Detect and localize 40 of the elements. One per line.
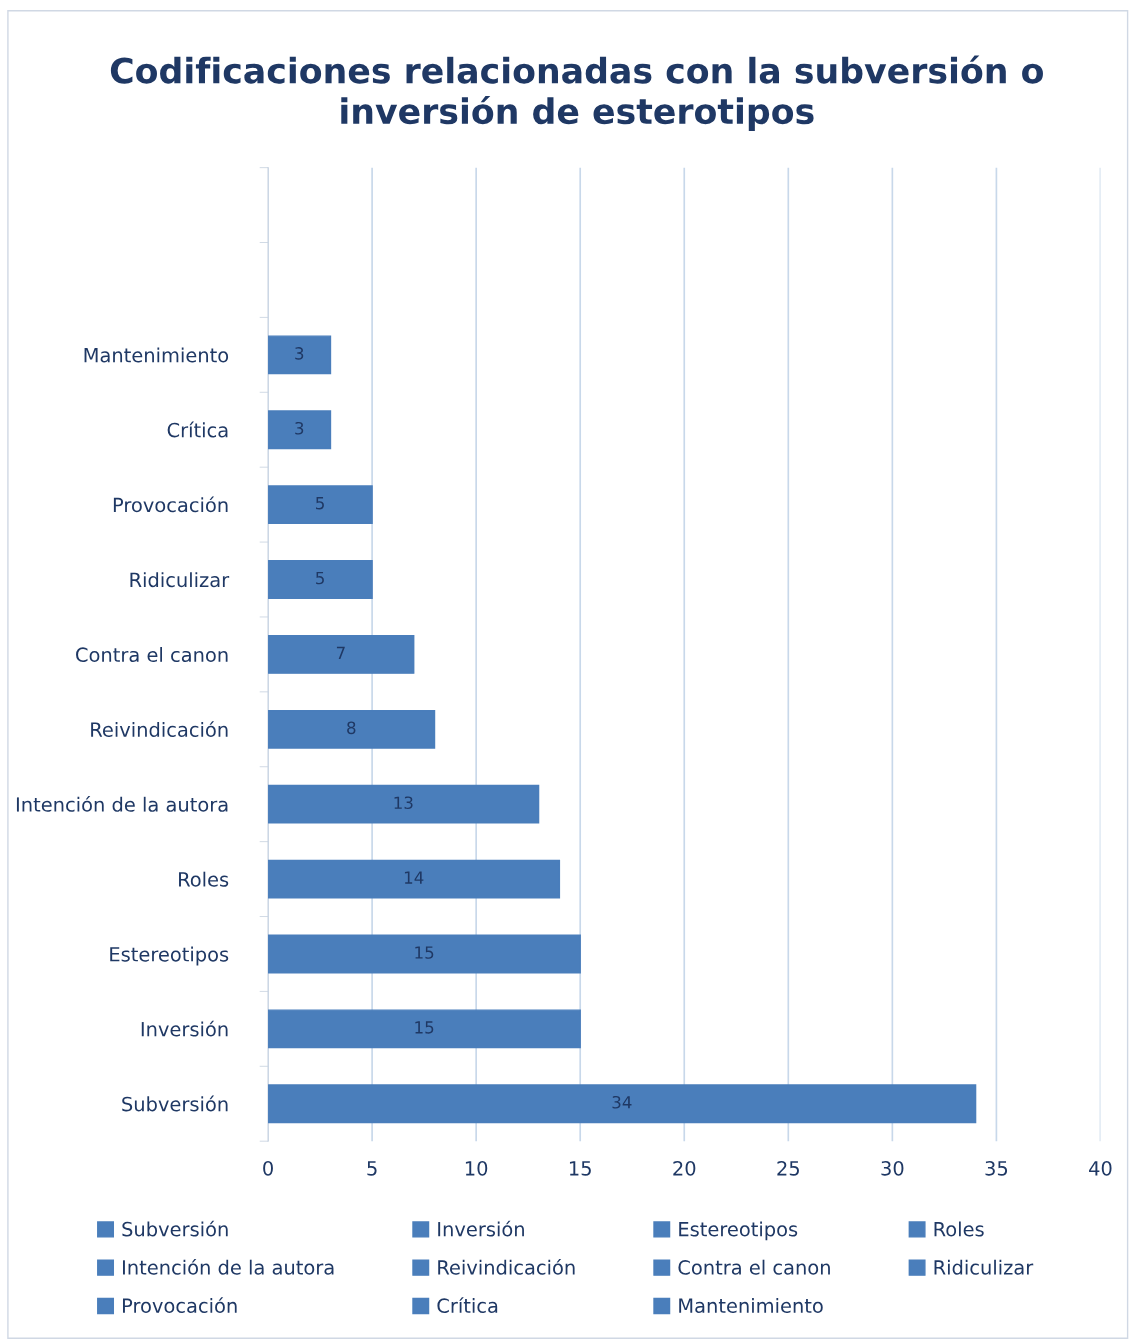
x-tick-label: 40 (1089, 1160, 1112, 1176)
y-tick-label: Ridiculizar (130, 572, 230, 588)
y-tick-label: Contra el canon (76, 647, 228, 663)
data-label: 7 (336, 646, 345, 660)
data-label: 5 (316, 571, 324, 585)
y-tick-label: Provocación (113, 496, 228, 513)
x-tick-label: 0 (263, 1160, 273, 1176)
data-label: 15 (415, 1021, 434, 1034)
legend-label: Inversión (438, 1220, 524, 1237)
legend-label: Estereotipos (679, 1221, 798, 1241)
x-tick-label: 20 (673, 1160, 696, 1176)
x-tick-label: 15 (569, 1161, 591, 1176)
x-tick-label: 5 (367, 1161, 377, 1176)
data-label: 3 (295, 421, 304, 435)
y-tick-label: Roles (179, 871, 229, 887)
data-label: 34 (612, 1095, 632, 1109)
data-label: 14 (404, 871, 424, 884)
y-tick-label: Mantenimiento (84, 347, 229, 363)
y-tick-label: Crítica (167, 421, 228, 438)
legend-label: Reivindicación (438, 1258, 575, 1275)
legend-label: Contra el canon (678, 1259, 830, 1275)
data-label: 13 (394, 796, 413, 810)
x-tick-label: 25 (777, 1160, 799, 1176)
y-tick-label: Intención de la autora (16, 796, 228, 812)
legend-label: Mantenimiento (679, 1297, 823, 1314)
data-label: 3 (295, 347, 304, 360)
y-tick-label: Subversión (122, 1095, 228, 1112)
y-tick-label: Reivindicación (91, 721, 228, 737)
x-tick-label: 35 (985, 1160, 1008, 1176)
legend-label: Roles (934, 1221, 984, 1237)
y-tick-label: Inversión (141, 1020, 228, 1037)
legend-label: Ridiculizar (934, 1259, 1034, 1275)
x-tick-label: 30 (881, 1160, 904, 1176)
chart-title: Codificaciones relacionadas con la subversión o inversión de esterotipos (110, 55, 1043, 131)
y-tick-label: Estereotipos (110, 946, 229, 966)
x-tick-label: 10 (465, 1160, 488, 1176)
legend-label: Crítica (437, 1297, 498, 1314)
data-label: 5 (316, 497, 324, 510)
data-label: 8 (347, 721, 356, 735)
data-label: 15 (415, 946, 434, 959)
